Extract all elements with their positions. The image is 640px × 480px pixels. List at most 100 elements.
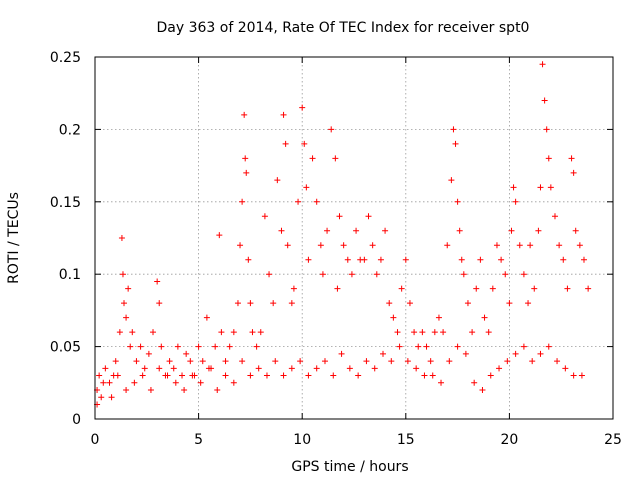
data-point — [125, 285, 132, 292]
data-point — [539, 61, 546, 68]
data-point — [564, 285, 571, 292]
data-point — [386, 300, 393, 307]
y-tick-labels: 0 0.05 0.1 0.15 0.2 0.25 — [50, 50, 81, 428]
data-point — [454, 198, 461, 205]
data-point — [469, 329, 476, 336]
data-point — [239, 358, 246, 365]
data-point — [137, 343, 144, 350]
data-point — [512, 198, 519, 205]
data-point — [239, 198, 246, 205]
data-point — [330, 372, 337, 379]
data-point — [448, 177, 455, 184]
data-point — [340, 242, 347, 249]
data-point — [458, 256, 465, 263]
data-point — [423, 343, 430, 350]
data-point — [537, 184, 544, 191]
data-point — [415, 343, 422, 350]
data-point — [241, 111, 248, 118]
data-point — [158, 343, 165, 350]
data-point — [98, 394, 105, 401]
data-point — [531, 285, 538, 292]
data-point — [106, 379, 113, 386]
data-point — [471, 379, 478, 386]
data-point — [297, 358, 304, 365]
data-point — [382, 227, 389, 234]
data-point — [477, 256, 484, 263]
plot-frame — [94, 56, 614, 420]
data-point — [261, 213, 268, 220]
data-point — [493, 242, 500, 249]
data-point — [119, 271, 126, 278]
data-point — [133, 358, 140, 365]
data-point — [123, 387, 130, 394]
y-tick-label: 0.15 — [50, 195, 81, 211]
data-point — [112, 358, 119, 365]
data-point — [554, 358, 561, 365]
data-point — [303, 184, 310, 191]
data-point — [282, 140, 289, 147]
data-point — [197, 379, 204, 386]
data-point — [419, 329, 426, 336]
data-point — [172, 379, 179, 386]
data-point — [222, 358, 229, 365]
data-point — [570, 372, 577, 379]
data-point — [195, 343, 202, 350]
data-point — [506, 300, 513, 307]
data-point — [529, 358, 536, 365]
data-point — [421, 372, 428, 379]
data-point — [394, 329, 401, 336]
data-point — [525, 300, 532, 307]
data-point — [156, 300, 163, 307]
data-point — [150, 329, 157, 336]
data-point — [127, 343, 134, 350]
data-point — [102, 365, 109, 372]
data-point — [547, 184, 554, 191]
data-point — [406, 300, 413, 307]
y-axis-label: ROTI / TECUs — [6, 192, 22, 284]
data-point — [121, 300, 128, 307]
data-point — [336, 213, 343, 220]
data-point — [435, 314, 442, 321]
x-tick-label: 15 — [397, 432, 415, 448]
data-point — [199, 358, 206, 365]
data-point — [560, 256, 567, 263]
data-point — [545, 155, 552, 162]
data-point — [305, 372, 312, 379]
data-point — [489, 285, 496, 292]
data-point — [371, 365, 378, 372]
data-point — [222, 372, 229, 379]
data-point — [481, 314, 488, 321]
data-point — [556, 242, 563, 249]
data-point — [431, 329, 438, 336]
data-point — [141, 365, 148, 372]
data-point — [203, 314, 210, 321]
data-point — [361, 256, 368, 263]
data-point — [123, 314, 130, 321]
data-point — [230, 329, 237, 336]
data-point — [164, 372, 171, 379]
data-point — [328, 126, 335, 133]
data-point — [413, 365, 420, 372]
data-point — [510, 184, 517, 191]
data-point — [170, 365, 177, 372]
data-point — [324, 227, 331, 234]
data-point — [96, 372, 103, 379]
data-point — [218, 329, 225, 336]
data-point — [365, 213, 372, 220]
data-point — [446, 358, 453, 365]
data-point — [274, 177, 281, 184]
data-point — [332, 155, 339, 162]
data-point — [520, 343, 527, 350]
data-point — [454, 343, 461, 350]
data-point — [578, 372, 585, 379]
y-tick-label: 0.05 — [50, 340, 81, 356]
data-point — [411, 329, 418, 336]
data-point — [253, 343, 260, 350]
data-point — [402, 256, 409, 263]
data-point — [404, 358, 411, 365]
data-point — [427, 358, 434, 365]
data-point — [284, 242, 291, 249]
data-point — [230, 379, 237, 386]
data-point — [181, 387, 188, 394]
data-point — [108, 394, 115, 401]
